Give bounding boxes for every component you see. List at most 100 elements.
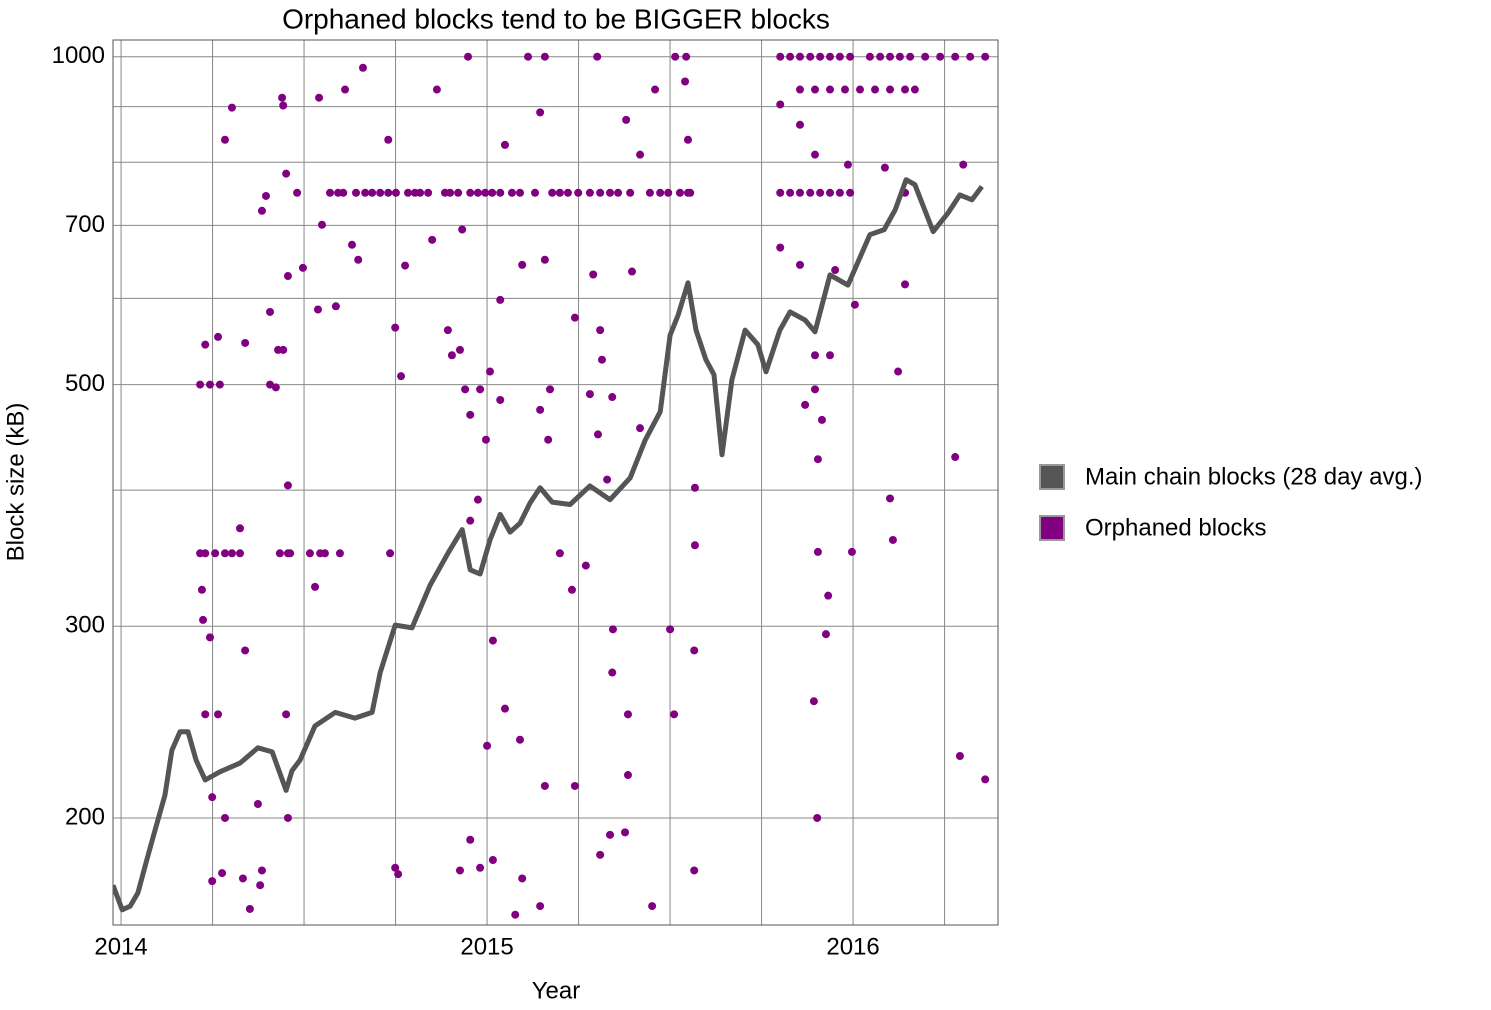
orphan-point xyxy=(622,115,631,124)
orphan-point xyxy=(524,52,533,61)
orphan-point xyxy=(826,188,835,197)
orphan-point xyxy=(455,345,464,354)
orphan-point xyxy=(458,225,467,234)
x-tick-label: 2014 xyxy=(94,933,147,960)
orphan-point xyxy=(384,188,393,197)
orphan-point xyxy=(910,85,919,94)
orphan-point xyxy=(786,188,795,197)
orphan-point xyxy=(801,400,810,409)
orphan-point xyxy=(238,874,247,883)
orphan-point xyxy=(354,255,363,264)
orphan-point xyxy=(220,135,229,144)
orphan-point xyxy=(656,188,665,197)
orphan-point xyxy=(358,63,367,72)
orphan-point xyxy=(211,549,220,558)
orphan-point xyxy=(496,188,505,197)
orphan-point xyxy=(461,385,470,394)
orphan-point xyxy=(500,704,509,713)
orphan-point xyxy=(286,549,295,558)
orphan-point xyxy=(348,240,357,249)
orphan-point xyxy=(810,351,819,360)
orphan-point xyxy=(331,302,340,311)
orphan-point xyxy=(786,52,795,61)
orphan-point xyxy=(488,855,497,864)
orphan-point xyxy=(776,52,785,61)
orphan-point xyxy=(279,101,288,110)
orphan-point xyxy=(608,393,617,402)
orphan-point xyxy=(315,93,324,102)
orphan-point xyxy=(824,591,833,600)
orphan-point xyxy=(481,188,490,197)
orphan-point xyxy=(806,188,815,197)
orphan-point xyxy=(500,140,509,149)
orphan-point xyxy=(817,415,826,424)
orphan-point xyxy=(810,150,819,159)
orphan-point xyxy=(570,781,579,790)
orphan-point xyxy=(208,793,217,802)
orphan-point xyxy=(205,380,214,389)
orphan-point xyxy=(981,52,990,61)
orphan-point xyxy=(317,220,326,229)
orphan-point xyxy=(283,813,292,822)
orphan-point xyxy=(278,93,287,102)
orphan-point xyxy=(404,188,412,197)
orphan-point xyxy=(876,52,885,61)
orphan-point xyxy=(257,206,266,215)
legend-swatch xyxy=(1039,464,1065,490)
orphan-point xyxy=(951,453,960,462)
orphan-point xyxy=(197,585,206,594)
plot-frame xyxy=(112,39,999,926)
orphan-point xyxy=(320,549,329,558)
legend-label: Main chain blocks (28 day avg.) xyxy=(1085,463,1423,490)
orphan-point xyxy=(476,863,485,872)
orphan-point xyxy=(567,585,576,594)
orphan-point xyxy=(544,435,553,444)
orphan-point xyxy=(826,351,835,360)
orphan-point xyxy=(835,52,844,61)
orphan-point xyxy=(376,188,385,197)
orphan-point xyxy=(810,85,819,94)
orphan-point xyxy=(220,549,229,558)
orphan-point xyxy=(540,52,549,61)
orphan-point xyxy=(283,272,292,281)
orphan-point xyxy=(205,633,214,642)
y-tick-label: 1000 xyxy=(52,42,105,69)
orphan-point xyxy=(236,549,245,558)
orphan-point xyxy=(473,495,482,504)
orphan-point xyxy=(443,326,452,335)
orphan-point xyxy=(636,424,645,433)
orphan-point xyxy=(683,135,692,144)
orphan-point xyxy=(596,850,605,859)
orphan-point xyxy=(208,877,217,886)
orphan-point xyxy=(546,385,555,394)
orphan-point xyxy=(447,351,456,360)
orphan-point xyxy=(311,582,320,591)
orphan-point xyxy=(266,307,275,316)
orphan-point xyxy=(895,52,904,61)
orphan-point xyxy=(690,483,699,492)
orphan-point xyxy=(806,52,815,61)
orphan-point xyxy=(821,630,830,639)
orphan-point xyxy=(391,323,400,332)
orphan-point xyxy=(298,263,307,272)
orphan-point xyxy=(488,636,497,645)
orphan-point xyxy=(593,430,602,439)
orphan-point xyxy=(675,188,684,197)
orphan-point xyxy=(424,188,433,197)
orphan-point xyxy=(623,710,632,719)
orphan-point xyxy=(856,85,865,94)
orphan-point xyxy=(871,85,880,94)
orphan-point xyxy=(507,188,516,197)
orphan-point xyxy=(623,771,632,780)
orphan-point xyxy=(386,549,395,558)
orphan-point xyxy=(496,295,505,304)
orphan-point xyxy=(279,345,288,354)
orphan-point xyxy=(548,188,557,197)
orphan-point xyxy=(593,52,602,61)
orphan-point xyxy=(816,52,825,61)
orphan-point xyxy=(536,108,545,117)
orphan-point xyxy=(597,355,606,364)
orphan-point xyxy=(214,332,223,341)
orphan-point xyxy=(690,866,699,875)
orphan-point xyxy=(241,646,250,655)
